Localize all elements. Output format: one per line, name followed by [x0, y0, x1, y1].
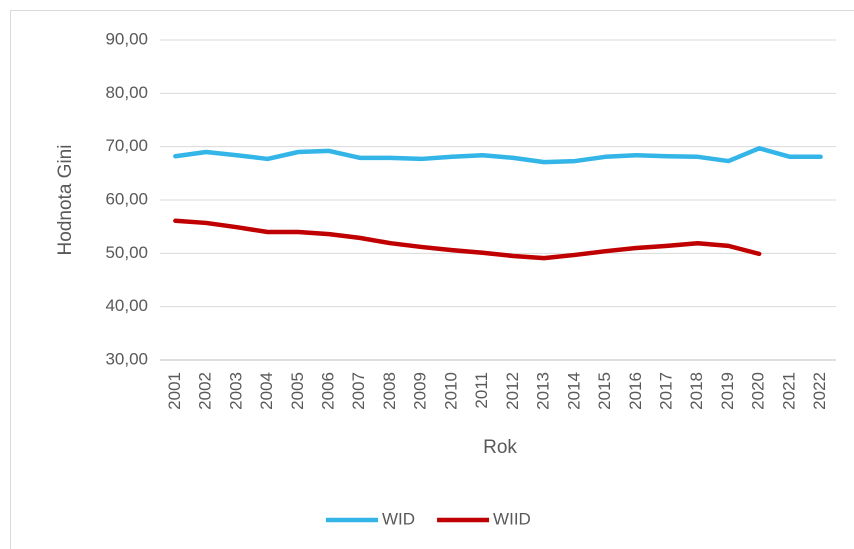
x-tick-label: 2017	[656, 372, 675, 410]
x-tick-label: 2014	[564, 372, 583, 410]
x-tick-label: 2013	[534, 372, 553, 410]
x-tick-label: 2003	[226, 372, 245, 410]
x-tick-label: 2001	[165, 372, 184, 410]
x-tick-label: 2016	[626, 372, 645, 410]
x-tick-label: 2005	[288, 372, 307, 410]
y-tick-label: 50,00	[105, 243, 148, 262]
series-line	[173, 218, 762, 261]
y-tick-label: 70,00	[105, 136, 148, 155]
chart-frame	[10, 10, 854, 549]
y-tick-label: 90,00	[105, 29, 148, 48]
x-axis-title: Rok	[483, 437, 517, 458]
x-tick-label: 2011	[472, 372, 491, 409]
x-tick-label: 2012	[503, 372, 522, 410]
y-tick-label: 40,00	[105, 296, 148, 315]
x-tick-label: 2007	[349, 372, 368, 410]
x-tick-label: 2019	[718, 372, 737, 410]
x-tick-label: 2008	[380, 372, 399, 410]
x-tick-label: 2020	[749, 372, 768, 410]
x-tick-label: 2002	[196, 372, 215, 410]
x-tick-label: 2022	[810, 372, 829, 410]
x-tick-label: 2018	[687, 372, 706, 410]
legend-label: WIID	[493, 509, 531, 528]
x-tick-label: 2006	[318, 372, 337, 410]
y-tick-label: 30,00	[105, 349, 148, 368]
y-axis-title: Hodnota Gini	[55, 145, 76, 256]
x-tick-label: 2010	[441, 372, 460, 410]
x-tick-label: 2004	[257, 372, 276, 410]
y-tick-label: 60,00	[105, 189, 148, 208]
x-tick-label: 2021	[779, 372, 798, 410]
y-tick-label: 80,00	[105, 83, 148, 102]
series-line	[173, 146, 823, 165]
x-tick-label: 2015	[595, 372, 614, 410]
legend-label: WID	[382, 509, 415, 528]
x-tick-label: 2009	[411, 372, 430, 410]
